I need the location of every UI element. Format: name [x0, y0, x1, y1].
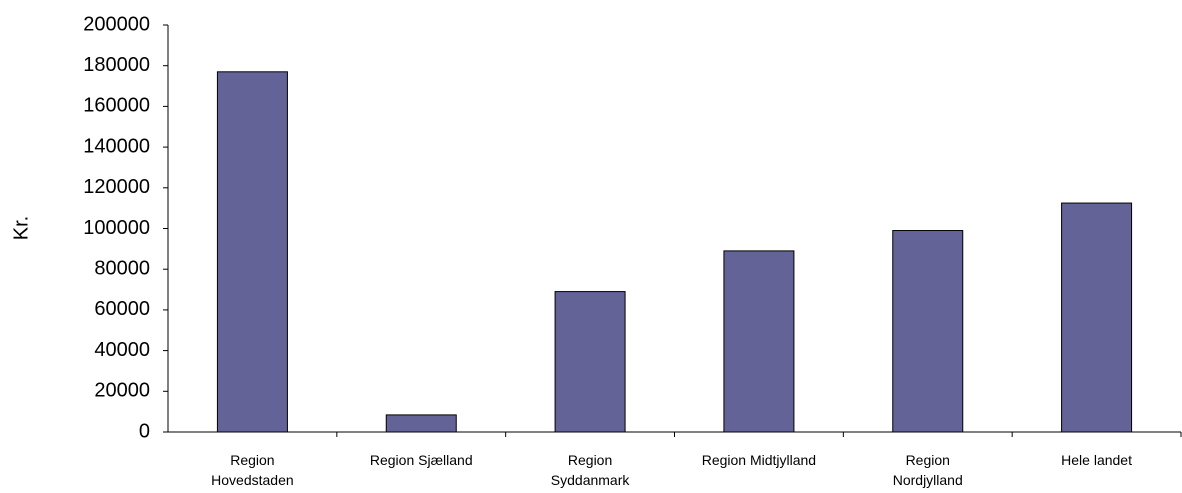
y-tick-label: 160000 — [83, 95, 150, 117]
bar — [385, 414, 457, 433]
y-tick-label: 0 — [139, 420, 150, 442]
x-tick-label: Region Sjælland — [369, 452, 473, 468]
x-tick-label: Region Hovedstaden — [211, 452, 294, 488]
x-tick-label: Region Syddanmark — [550, 452, 630, 488]
bar — [554, 291, 626, 433]
bar — [216, 71, 288, 433]
y-tick-label: 20000 — [94, 380, 150, 402]
bar — [723, 250, 795, 433]
bar — [1061, 202, 1133, 433]
y-tick-label: 80000 — [94, 257, 150, 279]
y-tick-label: 120000 — [83, 176, 150, 198]
y-tick-label: 180000 — [83, 54, 150, 76]
y-tick-label: 140000 — [83, 135, 150, 157]
x-tick-label: Region Nordjylland — [892, 452, 963, 488]
x-tick-label: Region Midtjylland — [701, 452, 817, 468]
y-tick-label: 60000 — [94, 298, 150, 320]
y-tick-label: 40000 — [94, 339, 150, 361]
y-tick-label: 200000 — [83, 13, 150, 35]
bar — [892, 230, 964, 433]
y-tick-label: 100000 — [83, 217, 150, 239]
x-tick-label: Hele landet — [1061, 452, 1132, 468]
y-axis-label: Kr. — [10, 216, 32, 240]
